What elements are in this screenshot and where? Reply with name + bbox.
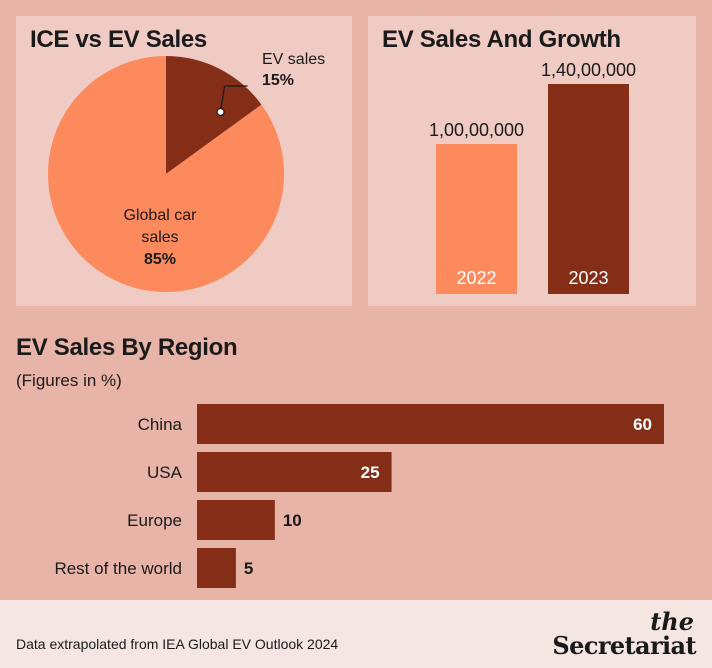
bar-value-label: 60 bbox=[633, 415, 652, 434]
brand-logo: the Secretariat bbox=[526, 606, 696, 664]
growth-bar-chart: 1,00,00,000 2022 1,40,00,000 2023 bbox=[429, 60, 636, 294]
slice-value-label: 15% bbox=[262, 72, 294, 89]
category-label: Europe bbox=[127, 511, 182, 530]
footer: Data extrapolated from IEA Global EV Out… bbox=[0, 600, 712, 668]
category-label: China bbox=[138, 415, 183, 434]
logo-the: the bbox=[650, 607, 694, 636]
bar bbox=[197, 452, 392, 492]
bar bbox=[436, 144, 517, 294]
pie-slice bbox=[48, 56, 284, 292]
category-label: Rest of the world bbox=[54, 559, 182, 578]
bar-value-label: 5 bbox=[244, 559, 253, 578]
pie-chart: EV sales 15% Global car sales 85% bbox=[48, 51, 325, 292]
region-title: EV Sales By Region bbox=[16, 334, 238, 361]
slice-value-label: 85% bbox=[144, 251, 176, 268]
growth-title: EV Sales And Growth bbox=[382, 26, 621, 53]
source-note: Data extrapolated from IEA Global EV Out… bbox=[16, 636, 339, 652]
callout-line bbox=[219, 85, 226, 113]
bar-value-label: 1,00,00,000 bbox=[429, 120, 524, 140]
region-bar-chart: China 60 USA 25 Europe 10 Rest of the world 5 bbox=[54, 404, 664, 588]
bar bbox=[197, 404, 664, 444]
pie-panel: ICE vs EV Sales EV sales 15% Global car sal… bbox=[16, 16, 352, 306]
bar-category-label: 2023 bbox=[568, 268, 608, 288]
region-note: (Figures in %) bbox=[16, 371, 122, 390]
pie-title: ICE vs EV Sales bbox=[30, 26, 207, 53]
slice-label: Global car bbox=[124, 207, 198, 224]
callout-dot bbox=[216, 107, 225, 117]
bar bbox=[197, 500, 275, 540]
bar-value-label: 10 bbox=[283, 511, 302, 530]
bar-value-label: 1,40,00,000 bbox=[541, 60, 636, 80]
bar bbox=[197, 548, 236, 588]
logo-name: Secretariat bbox=[552, 631, 696, 660]
bar-category-label: 2022 bbox=[456, 268, 496, 288]
bar bbox=[548, 84, 629, 294]
category-label: USA bbox=[147, 463, 183, 482]
slice-label: EV sales bbox=[262, 51, 325, 68]
slice-label: sales bbox=[141, 229, 178, 246]
bar-value-label: 25 bbox=[361, 463, 380, 482]
growth-panel: EV Sales And Growth 1,00,00,000 2022 1,40,… bbox=[368, 16, 696, 306]
